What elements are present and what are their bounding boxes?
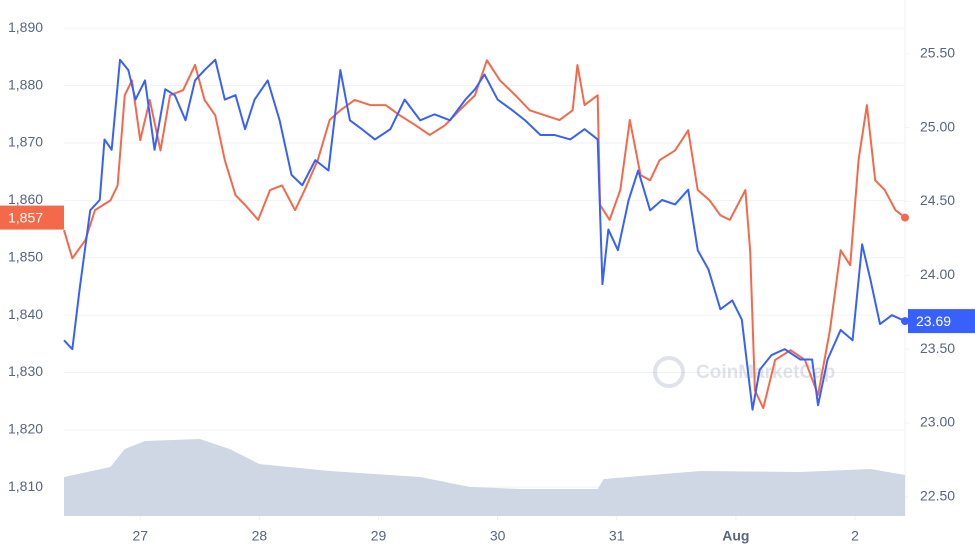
y2-tick-label: 24.50: [920, 192, 955, 208]
y-tick-label: 1,860: [8, 191, 43, 207]
x-tick-label: 27: [132, 528, 148, 544]
y-tick-label: 1,840: [8, 306, 43, 322]
y2-tick-label: 25.50: [920, 45, 955, 61]
y-tick-label: 1,850: [8, 248, 43, 264]
y2-tick-label: 22.50: [920, 488, 955, 504]
y-tick-label: 1,810: [8, 478, 43, 494]
y-tick-label: 1,880: [8, 76, 43, 92]
x-tick-label: 2: [851, 528, 859, 544]
x-tick-label: 31: [609, 528, 625, 544]
last-point: [901, 213, 909, 222]
y-tick-label: 1,890: [8, 19, 43, 35]
y2-tick-label: 24.00: [920, 266, 955, 282]
price-line: [63, 59, 906, 410]
y-tick-label: 1,820: [8, 421, 43, 437]
x-tick-label: 30: [490, 528, 506, 544]
y-tick-label: 1,870: [8, 134, 43, 150]
y2-tick-label: 25.00: [920, 118, 955, 134]
y-tick-label: 1,830: [8, 363, 43, 379]
current-value-label: 1,857: [8, 209, 43, 225]
watermark-logo: [653, 356, 685, 388]
y2-tick-label: 23.50: [920, 340, 955, 356]
volume-area: [64, 439, 905, 516]
y2-tick-label: 23.00: [920, 414, 955, 430]
x-tick-label: Aug: [722, 528, 749, 544]
watermark: CoinMarketCap: [653, 356, 835, 388]
x-tick-label: 29: [371, 528, 387, 544]
watermark-text: CoinMarketCap: [696, 362, 835, 383]
current-value-box: [908, 309, 975, 334]
last-point: [901, 317, 909, 326]
x-tick-label: 28: [252, 528, 268, 544]
price-line: [63, 58, 906, 411]
current-value-label: 23.69: [916, 313, 951, 329]
current-value-box: [0, 205, 64, 230]
